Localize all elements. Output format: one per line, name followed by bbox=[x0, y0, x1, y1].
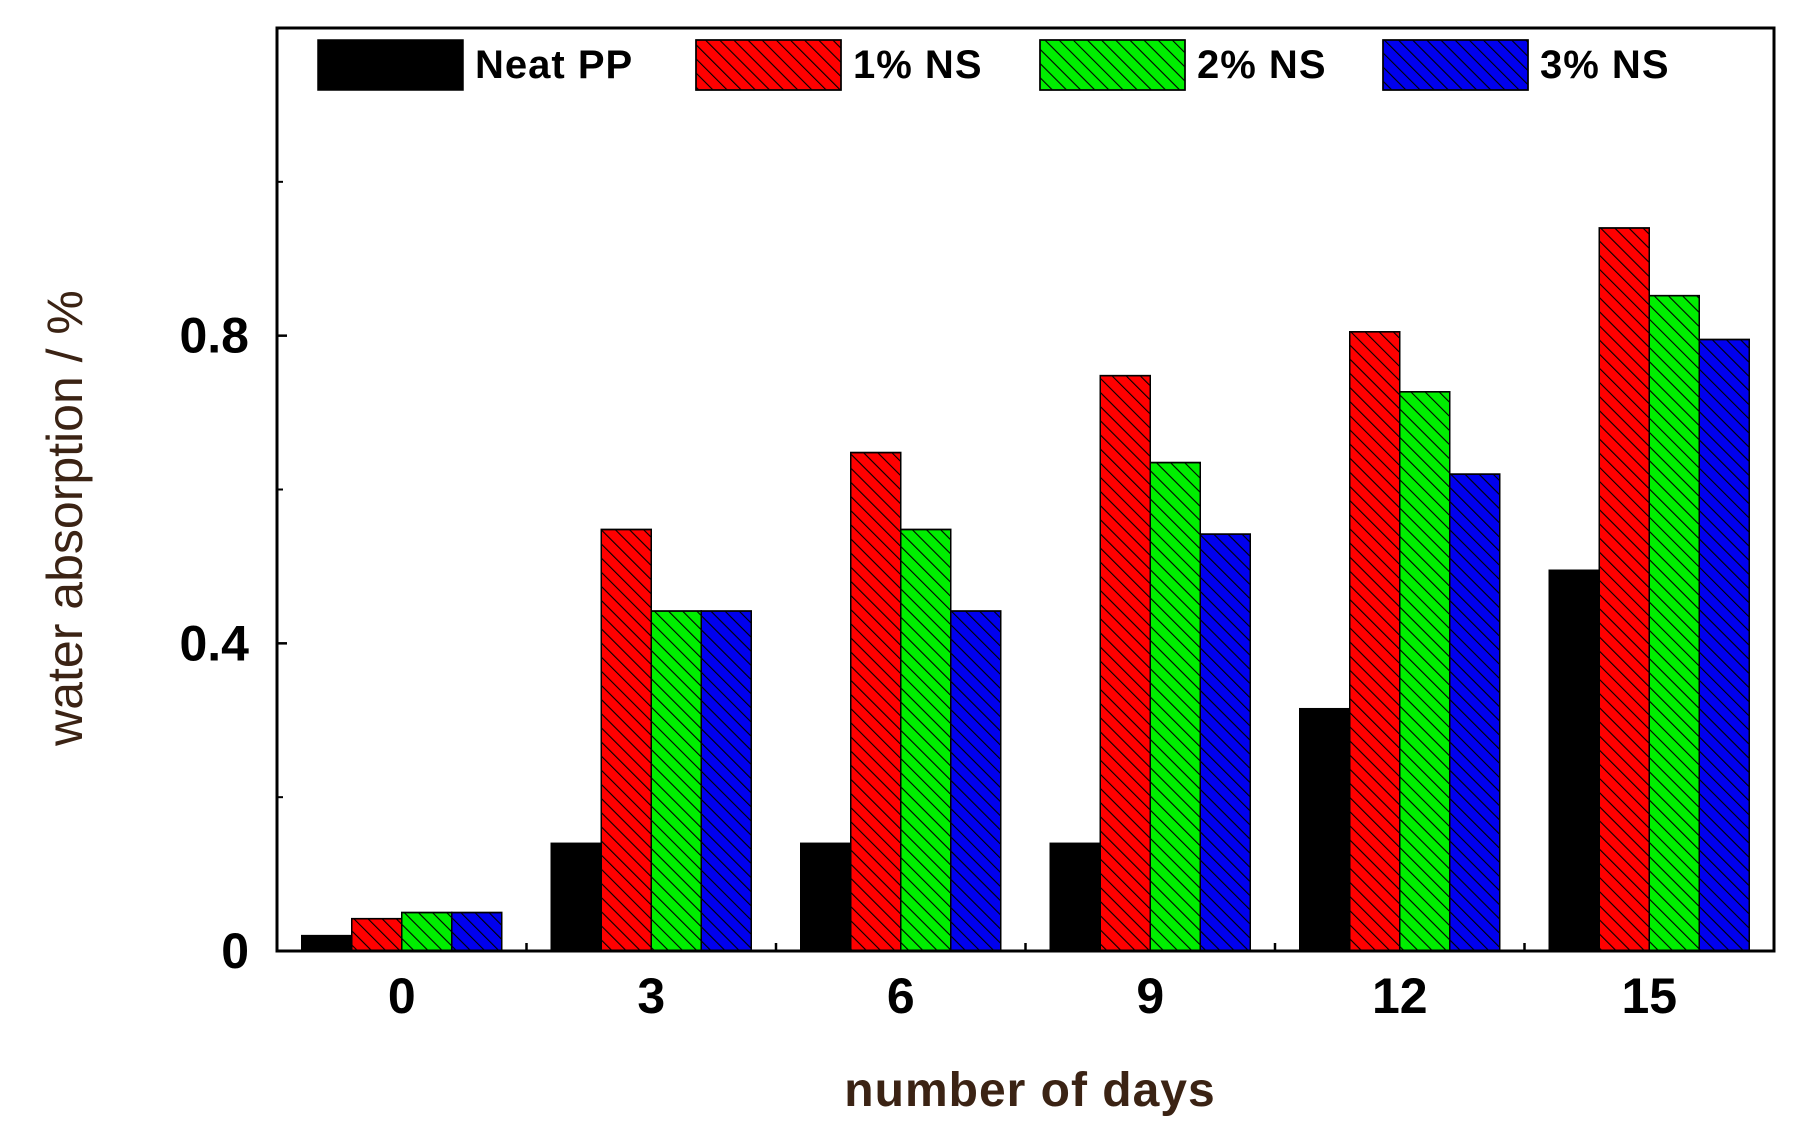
bar-3-ns-day-15-hatch bbox=[1698, 338, 1750, 952]
bar-neat-pp-day-15 bbox=[1548, 569, 1600, 952]
bar-2-ns-day-0-hatch bbox=[401, 911, 453, 952]
bar-1-ns-day-15-hatch bbox=[1598, 227, 1650, 952]
bar-3-ns-day-0-hatch bbox=[451, 911, 503, 952]
bar-neat-pp-day-6 bbox=[800, 842, 852, 952]
x-tick-label: 15 bbox=[1621, 968, 1677, 1024]
legend-swatch-hatch-2-ns bbox=[1039, 39, 1186, 91]
bar-2-ns-day-6-hatch bbox=[900, 528, 952, 952]
y-axis-label: water absorption / % bbox=[37, 290, 93, 747]
bar-2-ns-day-15-hatch bbox=[1648, 294, 1700, 952]
legend-swatch-hatch-1-ns bbox=[695, 39, 842, 91]
bar-neat-pp-day-9 bbox=[1049, 842, 1101, 952]
bar-3-ns-day-3-hatch bbox=[700, 610, 752, 952]
legend-swatch-neat-pp bbox=[317, 39, 464, 91]
bar-1-ns-day-0-hatch bbox=[351, 917, 403, 952]
y-tick-label: 0.4 bbox=[179, 615, 249, 671]
bars-layer bbox=[301, 227, 1750, 952]
x-tick-label: 6 bbox=[887, 968, 915, 1024]
bar-3-ns-day-12-hatch bbox=[1449, 473, 1501, 952]
bar-3-ns-day-6-hatch bbox=[950, 610, 1002, 952]
bar-3-ns-day-9-hatch bbox=[1199, 533, 1251, 952]
legend-label-2-ns: 2% NS bbox=[1197, 43, 1327, 87]
legend: Neat PP 1% NS 2% NS 3% NS bbox=[317, 39, 1670, 91]
legend-label-3-ns: 3% NS bbox=[1540, 43, 1670, 87]
x-tick-label: 9 bbox=[1136, 968, 1164, 1024]
bar-1-ns-day-6-hatch bbox=[850, 451, 902, 952]
tick-labels: 0 0.4 0.8 0 3 6 9 12 15 bbox=[179, 308, 1677, 1024]
bar-1-ns-day-3-hatch bbox=[600, 528, 652, 952]
x-tick-label: 0 bbox=[388, 968, 416, 1024]
x-tick-label: 3 bbox=[637, 968, 665, 1024]
y-tick-label: 0 bbox=[221, 923, 249, 979]
x-axis-label: number of days bbox=[844, 1064, 1215, 1117]
bar-neat-pp-day-12 bbox=[1299, 707, 1351, 952]
legend-label-1-ns: 1% NS bbox=[853, 43, 983, 87]
y-tick-label: 0.8 bbox=[179, 308, 249, 364]
legend-label-neat-pp: Neat PP bbox=[475, 43, 633, 87]
bar-2-ns-day-9-hatch bbox=[1149, 461, 1201, 952]
legend-swatch-hatch-3-ns bbox=[1382, 39, 1529, 91]
bar-2-ns-day-12-hatch bbox=[1399, 391, 1451, 952]
x-tick-label: 12 bbox=[1372, 968, 1428, 1024]
bar-1-ns-day-12-hatch bbox=[1349, 331, 1401, 952]
axis-ticks bbox=[277, 180, 1526, 953]
bar-2-ns-day-3-hatch bbox=[650, 610, 702, 952]
bar-neat-pp-day-3 bbox=[550, 842, 602, 952]
bar-neat-pp-day-0 bbox=[301, 934, 353, 952]
bar-1-ns-day-9-hatch bbox=[1099, 374, 1151, 952]
